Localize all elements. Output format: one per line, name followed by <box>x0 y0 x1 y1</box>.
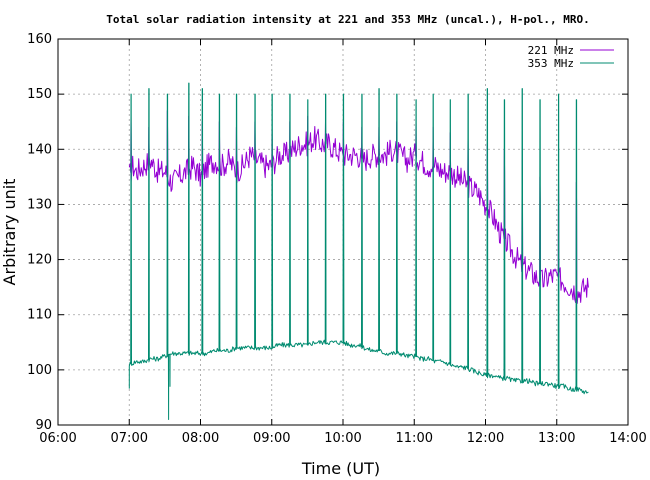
x-tick-label: 10:00 <box>324 431 361 446</box>
x-tick-label: 08:00 <box>182 431 219 446</box>
x-tick-label: 09:00 <box>253 431 290 446</box>
series-line-353-mhz <box>128 82 589 420</box>
x-tick-label: 14:00 <box>609 431 646 446</box>
x-tick-label: 06:00 <box>39 431 76 446</box>
series-layer <box>128 82 589 420</box>
legend: 221 MHz 353 MHz <box>528 44 614 70</box>
chart-title: Total solar radiation intensity at 221 a… <box>106 13 589 26</box>
x-tick-label: 13:00 <box>538 431 575 446</box>
x-tick-label: 12:00 <box>467 431 504 446</box>
y-axis-label: Arbitrary unit <box>0 179 19 286</box>
axis-ticks: 06:00 07:00 08:00 09:00 10:00 11:00 12:00 13:00… <box>27 32 647 446</box>
x-tick-label: 07:00 <box>111 431 148 446</box>
y-tick-label: 100 <box>27 363 52 378</box>
plot-frame <box>57 38 629 426</box>
y-tick-label: 120 <box>27 253 52 268</box>
y-tick-label: 160 <box>27 32 52 47</box>
y-tick-label: 150 <box>27 87 52 102</box>
x-axis-label: Time (UT) <box>301 459 380 478</box>
series-line-221-mhz <box>128 110 589 304</box>
legend-label-353: 353 MHz <box>528 57 574 70</box>
grid <box>58 39 628 425</box>
y-tick-label: 130 <box>27 197 52 212</box>
y-tick-label: 90 <box>35 418 52 433</box>
x-tick-label: 11:00 <box>396 431 433 446</box>
y-tick-label: 110 <box>27 308 52 323</box>
y-tick-label: 140 <box>27 142 52 157</box>
legend-label-221: 221 MHz <box>528 44 574 57</box>
